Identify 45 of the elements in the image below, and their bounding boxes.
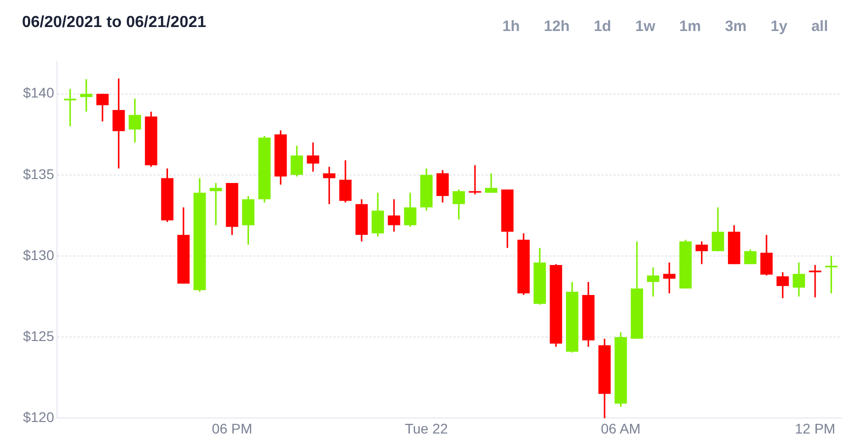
x-tick-label: 06 AM <box>600 420 641 436</box>
candlestick <box>646 266 660 298</box>
candlestick <box>436 169 449 204</box>
text: 1y <box>770 17 788 37</box>
candlestick <box>339 160 352 204</box>
text: 1d <box>592 17 612 37</box>
candlestick <box>210 182 222 226</box>
chart-title: 06/20/2021 to 06/21/2021 <box>22 14 206 32</box>
text: 3m <box>724 17 748 37</box>
y-tick-label: $140 <box>22 84 54 101</box>
candlestick <box>80 78 92 112</box>
x-tick-label: 06 PM <box>212 420 252 436</box>
candlestick <box>760 234 773 276</box>
x-tick-label: Tue 22 <box>404 420 448 436</box>
text: 1w <box>634 17 656 37</box>
candlestick <box>306 142 320 172</box>
text: 1m <box>678 17 702 37</box>
candlestick <box>290 144 303 178</box>
y-tick-label: $130 <box>22 246 54 263</box>
candlestick <box>825 255 838 294</box>
candlestick <box>404 192 416 228</box>
candlestick <box>468 164 482 196</box>
candlestick <box>323 166 336 205</box>
candlestick <box>96 93 109 122</box>
candlestick <box>663 262 676 294</box>
text: all <box>810 17 829 37</box>
candlestick <box>388 198 400 232</box>
candlestick <box>452 188 465 220</box>
text: 1h <box>501 17 521 37</box>
candlestick <box>744 248 756 265</box>
candlestick <box>485 172 498 194</box>
y-tick-label: $125 <box>22 328 54 344</box>
candlestick <box>372 192 384 238</box>
candlestick <box>712 206 724 252</box>
y-tick-label: $135 <box>22 166 54 182</box>
candlestick <box>776 271 789 299</box>
x-tick-label: 12 PM <box>794 420 836 436</box>
candlestick <box>128 98 142 144</box>
candlestick <box>696 240 708 265</box>
candlestick <box>808 264 822 298</box>
candlestick <box>64 88 76 128</box>
candlestick <box>112 78 125 170</box>
y-tick-label: $120 <box>22 409 54 426</box>
candlestick <box>792 262 806 298</box>
text: 12h <box>542 17 571 37</box>
